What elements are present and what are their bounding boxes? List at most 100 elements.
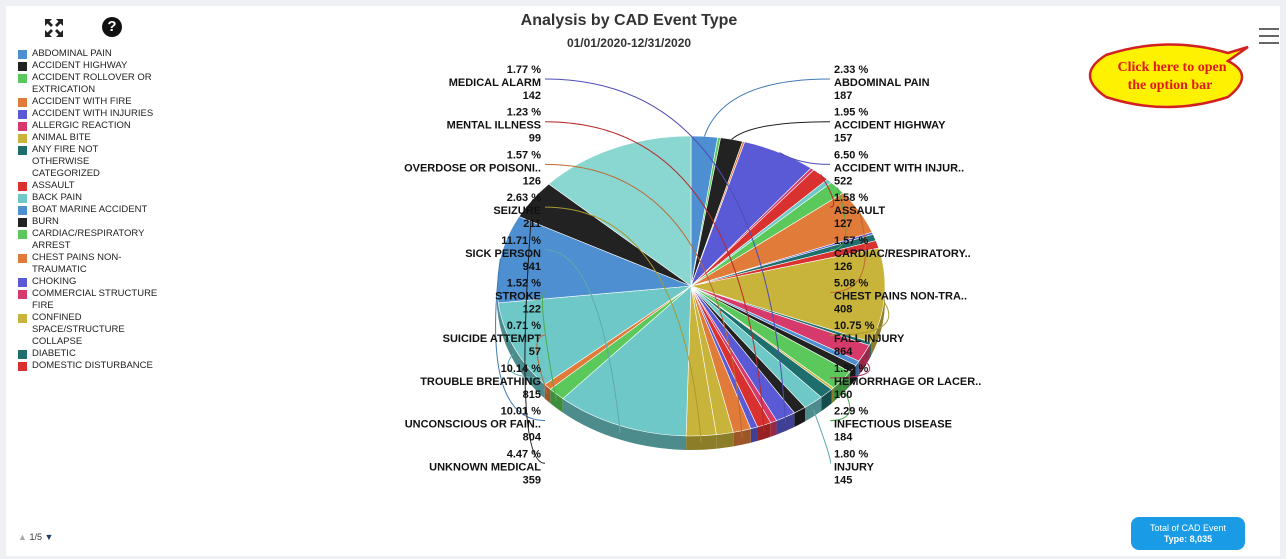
data-label-value: 187 <box>834 90 852 102</box>
legend-item[interactable]: ACCIDENT WITH FIRE <box>18 96 158 108</box>
data-label-value: 145 <box>834 474 852 486</box>
legend-swatch <box>18 218 27 227</box>
legend-item[interactable]: ACCIDENT HIGHWAY <box>18 60 158 72</box>
data-label-value: 126 <box>523 175 541 187</box>
data-label-name: SUICIDE ATTEMPT <box>443 333 542 345</box>
legend-item[interactable]: CARDIAC/RESPIRATORY ARREST <box>18 228 158 252</box>
legend-item[interactable]: CHOKING <box>18 276 158 288</box>
data-label-percent: 1.58 % <box>834 192 868 204</box>
data-label-percent: 1.52 % <box>507 278 541 290</box>
data-label-percent: 1.57 % <box>507 149 541 161</box>
legend-label: ACCIDENT WITH INJURIES <box>32 108 154 119</box>
legend-swatch <box>18 182 27 191</box>
legend-label: BURN <box>32 216 59 227</box>
data-label-percent: 4.47 % <box>507 448 541 460</box>
data-label-connector <box>544 78 787 424</box>
pie-slice-side <box>833 371 851 402</box>
legend-swatch <box>18 98 27 107</box>
data-label-name: UNCONSCIOUS OR FAIN.. <box>405 419 541 431</box>
data-label-name: INFECTIOUS DISEASE <box>834 419 952 431</box>
data-label-name: MEDICAL ALARM <box>449 77 541 89</box>
legend-swatch <box>18 134 27 143</box>
help-icon[interactable]: ? <box>102 17 122 37</box>
data-label-connector <box>779 152 831 165</box>
data-label-name: MENTAL ILLNESS <box>447 120 541 132</box>
legend-item[interactable]: COMMERCIAL STRUCTURE FIRE <box>18 288 158 312</box>
legend-item[interactable]: ABDOMINAL PAIN <box>18 48 158 60</box>
data-label-name: FALL INJURY <box>834 333 905 345</box>
legend-item[interactable]: DOMESTIC DISTURBANCE <box>18 360 158 372</box>
data-label-value: 815 <box>523 389 541 401</box>
pie-slice[interactable] <box>690 247 886 343</box>
legend-item[interactable]: BACK PAIN <box>18 192 158 204</box>
data-label-value: 122 <box>523 304 541 316</box>
pie-slice-side <box>821 389 832 412</box>
data-label-percent: 11.71 % <box>501 235 541 247</box>
data-label-connector <box>829 187 847 251</box>
data-label-connector <box>829 359 871 379</box>
data-label-name: ASSAULT <box>834 205 885 217</box>
data-label-value: 57 <box>529 346 541 358</box>
callout-line-1: Click here to open <box>1117 60 1226 75</box>
legend-label: BACK PAIN <box>32 192 82 203</box>
legend-item[interactable]: CHEST PAINS NON-TRAUMATIC <box>18 252 158 276</box>
legend-swatch <box>18 314 27 323</box>
legend-prev-icon[interactable]: ▲ <box>18 532 27 542</box>
data-label-name: TROUBLE BREATHING <box>420 376 541 388</box>
data-label-percent: 1.77 % <box>507 64 541 76</box>
total-event-type-button[interactable]: Total of CAD Event Type: 8,035 <box>1131 517 1245 550</box>
pie-slice[interactable] <box>497 285 692 385</box>
data-label-percent: 10.01 % <box>501 406 542 418</box>
legend-item[interactable]: ANIMAL BITE <box>18 132 158 144</box>
legend-item[interactable]: ASSAULT <box>18 180 158 192</box>
legend-item[interactable]: BOAT MARINE ACCIDENT <box>18 204 158 216</box>
legend-swatch <box>18 122 27 131</box>
legend-item[interactable]: ACCIDENT WITH INJURIES <box>18 108 158 120</box>
legend-swatch <box>18 146 27 155</box>
legend-label: CARDIAC/RESPIRATORY ARREST <box>32 228 145 251</box>
data-label-connector <box>536 334 548 395</box>
data-label-value: 157 <box>834 133 852 145</box>
legend-label: ACCIDENT HIGHWAY <box>32 60 128 71</box>
legend-label: ACCIDENT WITH FIRE <box>32 96 132 107</box>
legend-item[interactable]: BURN <box>18 216 158 228</box>
legend-pager: ▲ 1/5 ▼ <box>18 532 53 542</box>
legend-swatch <box>18 254 27 263</box>
legend-item[interactable]: ALLERGIC REACTION <box>18 120 158 132</box>
legend-item[interactable]: ANY FIRE NOT OTHERWISE CATEGORIZED <box>18 144 158 180</box>
pie-slice[interactable] <box>562 285 692 437</box>
legend-swatch <box>18 350 27 359</box>
callout-line-2: the option bar <box>1128 78 1213 93</box>
data-label-value: 804 <box>523 432 542 444</box>
legend-item[interactable]: ACCIDENT ROLLOVER OR EXTRICATION <box>18 72 158 96</box>
pie-slice-side <box>869 342 871 360</box>
total-line-2: Type: 8,035 <box>1163 534 1213 544</box>
legend-label: BOAT MARINE ACCIDENT <box>32 204 148 215</box>
pie-slice-side <box>805 397 822 422</box>
expand-icon[interactable] <box>43 17 65 39</box>
legend-swatch <box>18 230 27 239</box>
data-label-name: ACCIDENT HIGHWAY <box>834 120 946 132</box>
data-label-connector <box>812 409 831 464</box>
legend-item[interactable]: CONFINED SPACE/STRUCTURE COLLAPSE <box>18 312 158 348</box>
legend-item[interactable]: DIABETIC <box>18 348 158 360</box>
legend-label: DIABETIC <box>32 348 76 359</box>
data-label-percent: 1.99 % <box>834 363 868 375</box>
legend-swatch <box>18 50 27 59</box>
data-label-name: ABDOMINAL PAIN <box>834 77 930 89</box>
data-label-connector <box>829 302 890 336</box>
data-label-percent: 2.33 % <box>834 64 868 76</box>
data-label-percent: 1.80 % <box>834 448 868 460</box>
data-label-connector <box>820 174 835 208</box>
data-label-percent: 10.14 % <box>501 363 542 375</box>
chart-subtitle: 01/01/2020-12/31/2020 <box>566 36 692 50</box>
legend-next-icon[interactable]: ▼ <box>44 532 54 542</box>
option-bar-callout[interactable]: Click here to open the option bar <box>1078 41 1256 109</box>
menu-icon[interactable] <box>1258 26 1280 48</box>
pie-slice-side <box>750 426 758 443</box>
pie-slice-side <box>794 407 806 427</box>
pie-slice[interactable] <box>548 135 692 287</box>
data-label-connector <box>829 386 851 422</box>
pie-slice-side <box>855 361 859 380</box>
